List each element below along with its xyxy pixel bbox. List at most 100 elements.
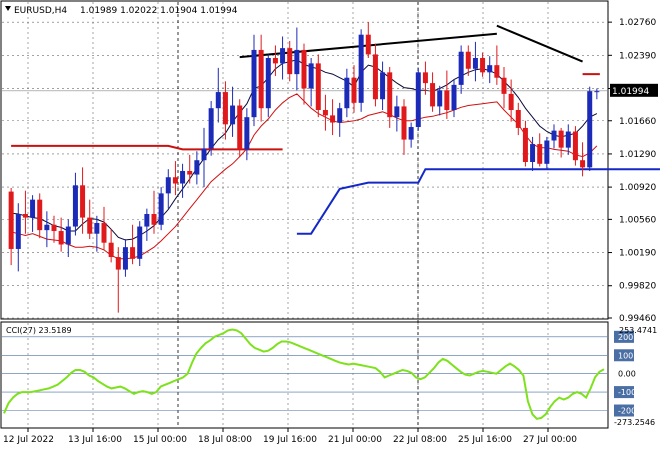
candle-body	[272, 58, 278, 64]
candle-body	[387, 72, 393, 118]
candle-body	[437, 90, 443, 107]
candle-body	[344, 77, 350, 109]
current-price-value: 1.01994	[612, 87, 649, 97]
candle-body	[122, 247, 128, 270]
candle-body	[94, 222, 100, 234]
dropdown-triangle-icon[interactable]	[5, 6, 11, 11]
candle-body	[230, 105, 236, 125]
candle-body	[465, 51, 471, 69]
candle-body	[158, 193, 164, 225]
price-tick-label: 1.01660	[619, 117, 656, 127]
candle-body	[580, 160, 586, 168]
cci-title: CCI(27) 23.5189	[6, 326, 72, 335]
cci-level-tag	[614, 330, 634, 343]
cci-level-label: -100	[618, 388, 636, 397]
candle-body	[494, 65, 500, 78]
candle-body	[108, 242, 114, 258]
candle-body	[208, 108, 214, 149]
current-price-tag	[610, 83, 658, 97]
candle-body	[258, 49, 264, 109]
candle-body	[301, 49, 307, 89]
candle-body	[372, 54, 378, 100]
candle-body	[394, 106, 400, 118]
cci-level-label: 100	[618, 351, 633, 360]
price-tick-label: 0.99820	[619, 282, 656, 292]
candle-body	[587, 91, 593, 168]
candle-body	[458, 51, 464, 85]
candle-body	[401, 106, 407, 140]
candle-body	[130, 247, 136, 259]
candle-body	[522, 127, 528, 162]
candle-body	[280, 48, 286, 64]
candle-body	[8, 191, 14, 249]
candle-body	[115, 257, 121, 270]
price-tick-label: 1.00920	[619, 183, 656, 193]
candle-body	[444, 90, 450, 110]
candle-body	[151, 214, 157, 225]
candle-body	[222, 92, 228, 125]
candles-group	[8, 22, 600, 313]
cci-level-label: -200	[618, 407, 636, 416]
candle-body	[308, 63, 314, 89]
candle-body	[315, 63, 321, 110]
candle-body	[322, 110, 328, 116]
candle-body	[165, 177, 171, 194]
candle-body	[422, 72, 428, 84]
candle-body	[51, 224, 57, 232]
candle-body	[408, 127, 414, 140]
price-tick-label: 0.99460	[619, 314, 656, 324]
candle-body	[451, 84, 457, 110]
time-tick-label: 18 Jul 08:00	[198, 435, 252, 445]
time-tick-label: 22 Jul 08:00	[393, 435, 447, 445]
candle-body	[558, 130, 564, 148]
candle-body	[294, 49, 300, 75]
cci-line	[3, 328, 605, 420]
candle-body	[144, 214, 150, 227]
candle-body	[380, 72, 386, 100]
trendline[interactable]	[496, 24, 583, 63]
cci-level-label: 200	[618, 333, 633, 342]
candle-body	[430, 83, 436, 107]
candle-body	[544, 140, 550, 164]
time-tick-label: 19 Jul 16:00	[263, 435, 317, 445]
candle-body	[22, 214, 28, 218]
candle-body	[537, 144, 543, 164]
candle-body	[501, 77, 507, 94]
symbol-label: EURUSD,H4	[14, 6, 67, 16]
candle-body	[594, 91, 600, 93]
time-tick-label: 25 Jul 16:00	[458, 435, 512, 445]
candle-body	[137, 226, 143, 259]
candle-body	[37, 199, 43, 231]
candle-body	[358, 34, 364, 103]
price-tick-label: 1.02390	[619, 51, 656, 61]
candle-body	[172, 177, 178, 184]
price-tick-label: 1.01290	[619, 150, 656, 160]
cci-lines	[3, 328, 605, 420]
candle-body	[265, 58, 271, 109]
candle-body	[244, 117, 250, 150]
time-tick-label: 13 Jul 16:00	[68, 435, 122, 445]
candle-body	[80, 185, 86, 218]
candle-body	[480, 58, 486, 73]
candle-body	[237, 105, 243, 150]
axes-group: 1.027601.023901.020201.016601.012901.009…	[3, 18, 656, 445]
candle-body	[472, 58, 478, 69]
cci-level-tag	[614, 349, 634, 362]
candle-body	[101, 222, 107, 243]
candle-body	[87, 217, 93, 234]
candle-body	[572, 131, 578, 161]
candle-body	[508, 93, 514, 110]
candle-body	[330, 115, 336, 123]
candle-body	[515, 110, 521, 128]
cci-min-label: -273.2546	[614, 418, 655, 427]
cci-level-label: 0.00	[618, 370, 636, 379]
candle-body	[530, 144, 536, 162]
candle-body	[251, 49, 257, 118]
price-tick-label: 1.00560	[619, 215, 656, 225]
candle-body	[565, 131, 571, 148]
cci-grid: 200 100 0.00 -100 -200	[2, 330, 636, 417]
cci-panel-frame	[0, 321, 609, 429]
candle-body	[215, 92, 221, 109]
time-tick-label: 27 Jul 00:00	[523, 435, 577, 445]
